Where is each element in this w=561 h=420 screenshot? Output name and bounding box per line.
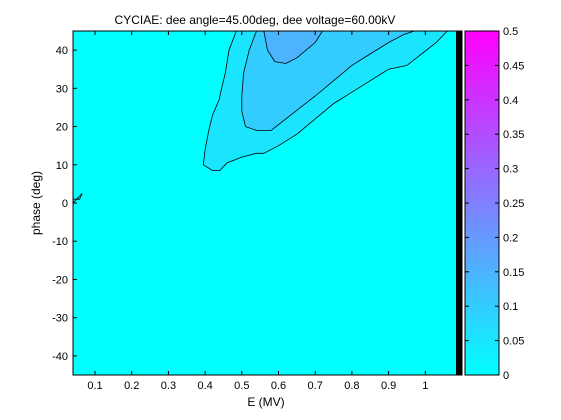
x-tick-label: 0.4 xyxy=(197,380,212,392)
y-tick-label: 0 xyxy=(62,198,68,210)
chart-title: CYCIAE: dee angle=45.00deg, dee voltage=… xyxy=(115,13,396,27)
y-tick-label: -20 xyxy=(52,274,68,286)
x-tick-label: 0.2 xyxy=(124,380,139,392)
y-tick-label: 20 xyxy=(56,122,68,134)
colorbar-tick-label: 0.35 xyxy=(503,129,524,141)
colorbar-ticks: 0 0.05 0.1 0.15 0.2 0.25 0.3 0.35 0.4 0.45 0.5 xyxy=(465,26,524,382)
y-tick-label: 10 xyxy=(56,160,68,172)
colorbar-tick-label: 0.4 xyxy=(503,95,518,107)
x-tick-label: 0.1 xyxy=(87,380,102,392)
x-tick-label: 0.8 xyxy=(344,380,359,392)
colorbar-tick-label: 0.15 xyxy=(503,267,524,279)
y-tick-label: -10 xyxy=(52,236,68,248)
colorbar-tick-label: 0.05 xyxy=(503,336,524,348)
colorbar-tick-label: 0.25 xyxy=(503,198,524,210)
x-tick-label: 0.9 xyxy=(381,380,396,392)
x-tick-label: 0.5 xyxy=(234,380,249,392)
y-tick-label: -30 xyxy=(52,313,68,325)
colorbar-tick-label: 0.2 xyxy=(503,232,518,244)
x-axis-label: E (MV) xyxy=(247,395,284,409)
colorbar-tick-label: 0.45 xyxy=(503,60,524,72)
contour-level-3 xyxy=(73,193,83,204)
y-tick-label: 40 xyxy=(56,45,68,57)
colorbar-tick-label: 0.1 xyxy=(503,301,518,313)
y-axis-label: phase (deg) xyxy=(29,171,43,235)
contour-level-2 xyxy=(263,31,323,64)
x-axis-ticks: 0.1 0.2 0.3 0.4 0.5 0.6 0.7 0.8 0.9 1 xyxy=(87,31,428,392)
x-tick-label: 0.7 xyxy=(308,380,323,392)
y-axis-ticks: -40 -30 -20 -10 0 10 20 30 40 xyxy=(52,45,462,363)
colorbar xyxy=(464,30,500,376)
colorbar-tick-label: 0.5 xyxy=(503,26,518,38)
x-tick-label: 0.3 xyxy=(161,380,176,392)
y-tick-label: -40 xyxy=(52,351,68,363)
contour-layer xyxy=(73,31,448,204)
x-tick-label: 0.6 xyxy=(271,380,286,392)
colorbar-tick-label: 0 xyxy=(503,370,509,382)
colorbar-tick-label: 0.3 xyxy=(503,164,518,176)
y-tick-label: 30 xyxy=(56,83,68,95)
x-tick-label: 1 xyxy=(422,380,428,392)
